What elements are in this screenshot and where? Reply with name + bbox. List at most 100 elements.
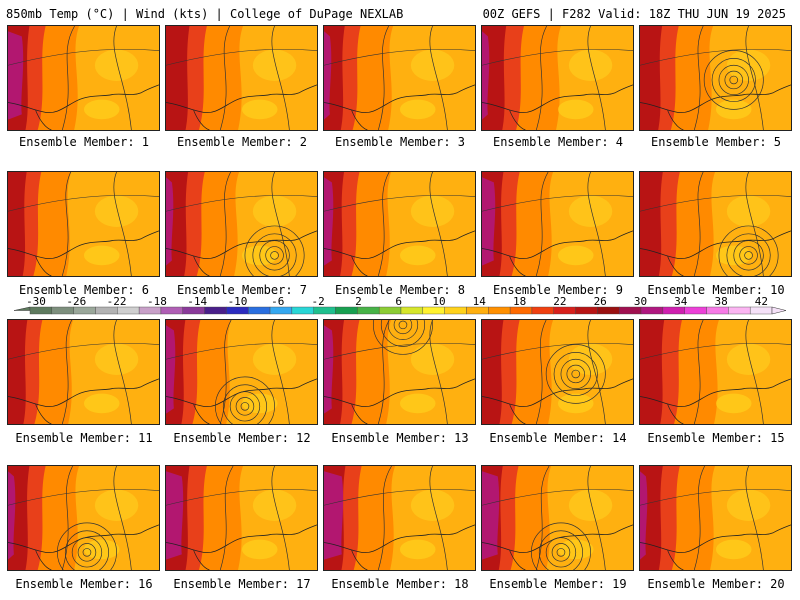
colorbar-segment — [226, 306, 249, 315]
colorbar-tick-label: 14 — [473, 296, 487, 308]
ensemble-map-panel — [7, 171, 160, 277]
colorbar-segment — [684, 306, 707, 315]
temperature-field — [166, 26, 317, 130]
colorbar-segment — [466, 306, 489, 315]
temperature-field — [166, 320, 317, 424]
ensemble-map-panel — [639, 25, 792, 131]
colorbar-tick-label: 42 — [755, 296, 768, 308]
ensemble-member-caption: Ensemble Member: 16 — [15, 577, 153, 591]
temperature-field — [640, 172, 791, 276]
colorbar-segment — [444, 306, 467, 315]
temperature-field — [324, 466, 475, 570]
ensemble-member-caption: Ensemble Member: 2 — [176, 135, 308, 149]
colorbar-tick-label: -10 — [228, 296, 248, 308]
temperature-field — [8, 26, 159, 130]
colorbar-segment — [728, 306, 751, 315]
colorbar-segment — [531, 306, 554, 315]
colorbar-segment — [597, 306, 620, 315]
ensemble-map-panel — [481, 25, 634, 131]
colorbar-segment — [509, 306, 533, 315]
temperature-field — [640, 26, 791, 130]
colorbar-tick-label: 38 — [714, 296, 727, 308]
colorbar-segment — [313, 306, 336, 315]
colorbar-segment — [706, 306, 729, 315]
colorbar-tick-label: -14 — [187, 296, 207, 308]
ensemble-member-caption: Ensemble Member: 1 — [18, 135, 150, 149]
ensemble-map-panel — [639, 319, 792, 425]
colorbar-tick-label: -6 — [271, 296, 284, 308]
ensemble-map-panel — [7, 319, 160, 425]
colorbar-tick-label: 34 — [674, 296, 688, 308]
colorbar-segment — [553, 306, 576, 315]
colorbar-segment — [95, 306, 118, 315]
colorbar-segment — [291, 306, 314, 315]
colorbar-segment — [400, 306, 424, 315]
colorbar-segment — [357, 306, 380, 315]
colorbar-tick-label: -26 — [66, 296, 86, 308]
colorbar-segment — [378, 306, 402, 315]
ensemble-member-caption: Ensemble Member: 18 — [331, 577, 469, 591]
colorbar-segment — [488, 306, 511, 315]
temperature-field — [8, 320, 159, 424]
colorbar-segment — [269, 306, 293, 315]
temperature-field — [640, 320, 791, 424]
colorbar-segment — [29, 306, 53, 315]
colorbar-segment — [335, 306, 358, 315]
ensemble-map-panel — [481, 465, 634, 571]
colorbar-segment — [422, 306, 445, 315]
temperature-field — [8, 466, 159, 570]
colorbar-segment — [248, 306, 271, 315]
ensemble-member-caption: Ensemble Member: 11 — [15, 431, 153, 445]
colorbar-tick-label: -2 — [311, 296, 324, 308]
ensemble-member-caption: Ensemble Member: 12 — [173, 431, 311, 445]
ensemble-map-panel — [323, 465, 476, 571]
colorbar-segment — [160, 306, 183, 315]
colorbar-tick-label: 18 — [513, 296, 526, 308]
colorbar-segment — [117, 306, 140, 315]
ensemble-member-caption: Ensemble Member: 8 — [334, 283, 466, 297]
colorbar-tick-label: 6 — [395, 296, 402, 308]
ensemble-map-panel — [639, 171, 792, 277]
run-valid-time: 00Z GEFS | F282 Valid: 18Z THU JUN 19 20… — [482, 7, 786, 21]
ensemble-member-caption: Ensemble Member: 14 — [489, 431, 627, 445]
colorbar-segment — [662, 306, 685, 315]
ensemble-map-panel — [7, 465, 160, 571]
ensemble-map-panel — [7, 25, 160, 131]
colorbar-tick-label: 2 — [355, 296, 362, 308]
colorbar-segment — [182, 306, 205, 315]
colorbar-segment — [619, 306, 642, 315]
temperature-field — [482, 320, 633, 424]
colorbar-tick-label: 22 — [553, 296, 566, 308]
temperature-field — [482, 26, 633, 130]
temperature-field — [324, 172, 475, 276]
temperature-field — [166, 172, 317, 276]
temperature-field — [8, 172, 159, 276]
colorbar-segment — [138, 306, 162, 315]
ensemble-map-panel — [481, 319, 634, 425]
ensemble-member-caption: Ensemble Member: 19 — [489, 577, 627, 591]
temperature-colorbar: -30 -26 -22 -18 -14 -10 -6 -2 2 6 10 14 18 22 26 30 34 38… — [0, 296, 800, 322]
ensemble-map-panel — [165, 25, 318, 131]
colorbar-tick-label: 26 — [594, 296, 607, 308]
temperature-field — [640, 466, 791, 570]
map-title: 850mb Temp (°C) | Wind (kts) | College o… — [6, 7, 404, 21]
ensemble-member-caption: Ensemble Member: 15 — [647, 431, 785, 445]
temperature-field — [166, 466, 317, 570]
ensemble-map-panel — [165, 465, 318, 571]
ensemble-member-caption: Ensemble Member: 10 — [647, 283, 785, 297]
ensemble-map-panel — [639, 465, 792, 571]
ensemble-map-panel — [481, 171, 634, 277]
ensemble-member-caption: Ensemble Member: 5 — [650, 135, 782, 149]
temperature-field — [324, 320, 475, 424]
colorbar-segment — [640, 306, 664, 315]
colorbar-tick-label: 10 — [432, 296, 445, 308]
ensemble-map-panel — [323, 25, 476, 131]
colorbar-tick-label: -30 — [26, 296, 46, 308]
ensemble-map-panel — [323, 319, 476, 425]
ensemble-member-caption: Ensemble Member: 6 — [18, 283, 150, 297]
colorbar-segment — [51, 306, 74, 315]
colorbar-segment — [204, 306, 227, 315]
ensemble-map-panel — [165, 319, 318, 425]
colorbar-tick-label: 30 — [634, 296, 647, 308]
ensemble-map-panel — [165, 171, 318, 277]
